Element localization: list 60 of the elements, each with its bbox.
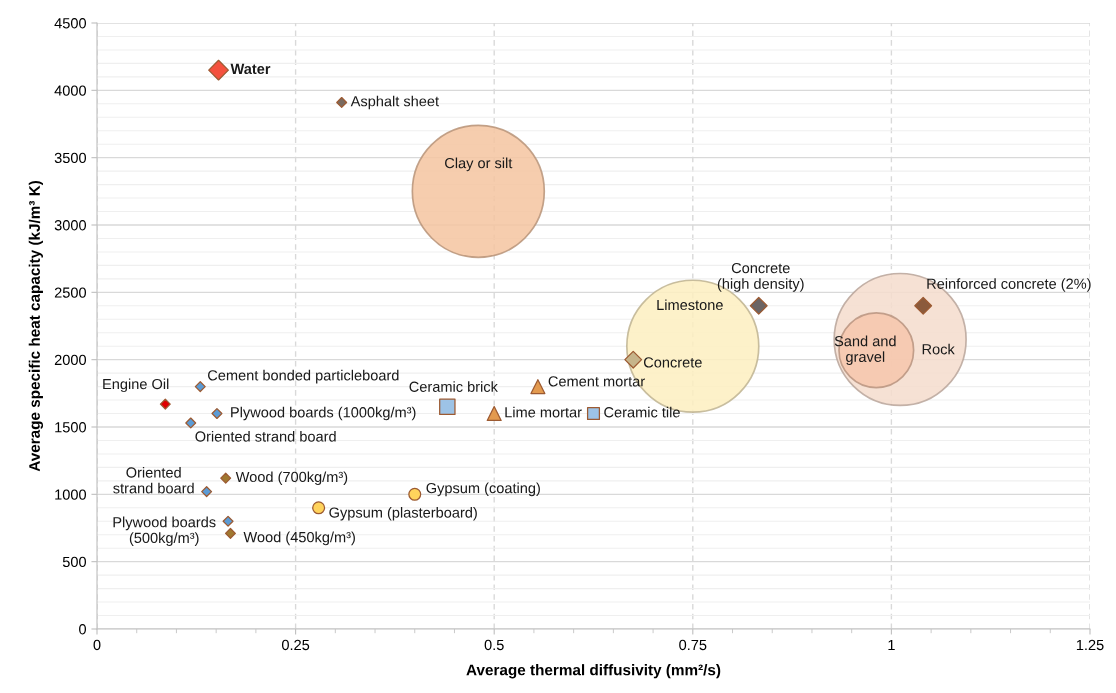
point bbox=[530, 379, 546, 395]
y-tick-label: 3500 bbox=[54, 152, 87, 164]
x-tick-label: 1.25 bbox=[1076, 639, 1104, 651]
y-tick-label: 4500 bbox=[54, 18, 87, 29]
series-label: Limestone bbox=[657, 299, 723, 311]
point bbox=[586, 407, 601, 421]
series-label: Cement bonded particleboard bbox=[208, 369, 399, 384]
y-tick-label: 2000 bbox=[54, 354, 87, 366]
point bbox=[439, 398, 456, 416]
point bbox=[211, 407, 223, 420]
series-label: Rock bbox=[922, 343, 955, 355]
point bbox=[222, 515, 234, 527]
point bbox=[312, 501, 326, 515]
x-tick-label: 0.75 bbox=[679, 639, 707, 651]
x-tick-label: 0.25 bbox=[281, 639, 310, 651]
series-label: Oriented strand board bbox=[195, 430, 336, 442]
y-tick-label: 3000 bbox=[54, 220, 87, 231]
y-tick-label: 4000 bbox=[54, 85, 87, 96]
series-label: Wood (450kg/m³) bbox=[243, 531, 355, 546]
x-tick-label: 1 bbox=[888, 639, 895, 650]
point bbox=[749, 296, 768, 315]
x-axis-title: Average thermal diffusivity (mm²/s) bbox=[466, 664, 721, 679]
series-label: Asphalt sheet bbox=[350, 95, 439, 110]
y-tick-label: 1500 bbox=[55, 422, 87, 433]
series-label: Plywood boards (500kg/m³) bbox=[113, 516, 216, 546]
series-label: Gypsum (coating) bbox=[426, 482, 540, 497]
series-label: Clay or silt bbox=[445, 157, 513, 172]
y-tick-label: 2500 bbox=[54, 287, 87, 298]
x-tick-label: 0 bbox=[93, 639, 101, 651]
point bbox=[201, 486, 213, 498]
series-label: Ceramic brick bbox=[409, 381, 498, 392]
series-label: Concrete (high density) bbox=[717, 262, 804, 292]
point bbox=[408, 487, 422, 501]
point bbox=[486, 405, 502, 422]
point bbox=[194, 381, 206, 393]
y-tick-label: 1000 bbox=[55, 489, 87, 500]
series-label: Plywood boards (1000kg/m³) bbox=[231, 406, 416, 421]
series-label: Engine Oil bbox=[103, 378, 169, 393]
point bbox=[208, 59, 229, 81]
series-label: Lime mortar bbox=[505, 406, 582, 418]
series-label: Reinforced concrete (2%) bbox=[927, 278, 1091, 292]
series-label: Wood (700kg/m³) bbox=[235, 471, 348, 485]
y-tick-label: 0 bbox=[79, 624, 87, 635]
y-axis-title: Average specific heat capacity (kJ/m³ K) bbox=[28, 180, 44, 472]
point bbox=[159, 398, 171, 410]
series-label: Ceramic tile bbox=[604, 406, 680, 418]
x-tick-label: 0.5 bbox=[484, 639, 504, 651]
series-label: Oriented strand board bbox=[113, 466, 194, 494]
point bbox=[624, 350, 643, 369]
series-label: Water bbox=[230, 63, 271, 75]
series-label: Concrete bbox=[643, 357, 702, 368]
point bbox=[220, 472, 232, 484]
series-label: Cement mortar bbox=[548, 376, 645, 387]
series-label: Sand and gravel bbox=[834, 335, 896, 365]
point bbox=[224, 527, 236, 539]
y-tick-label: 500 bbox=[62, 556, 87, 568]
series-label: Gypsum (plasterboard) bbox=[329, 507, 477, 521]
point bbox=[336, 96, 348, 108]
point bbox=[185, 417, 197, 429]
point bbox=[914, 296, 933, 315]
